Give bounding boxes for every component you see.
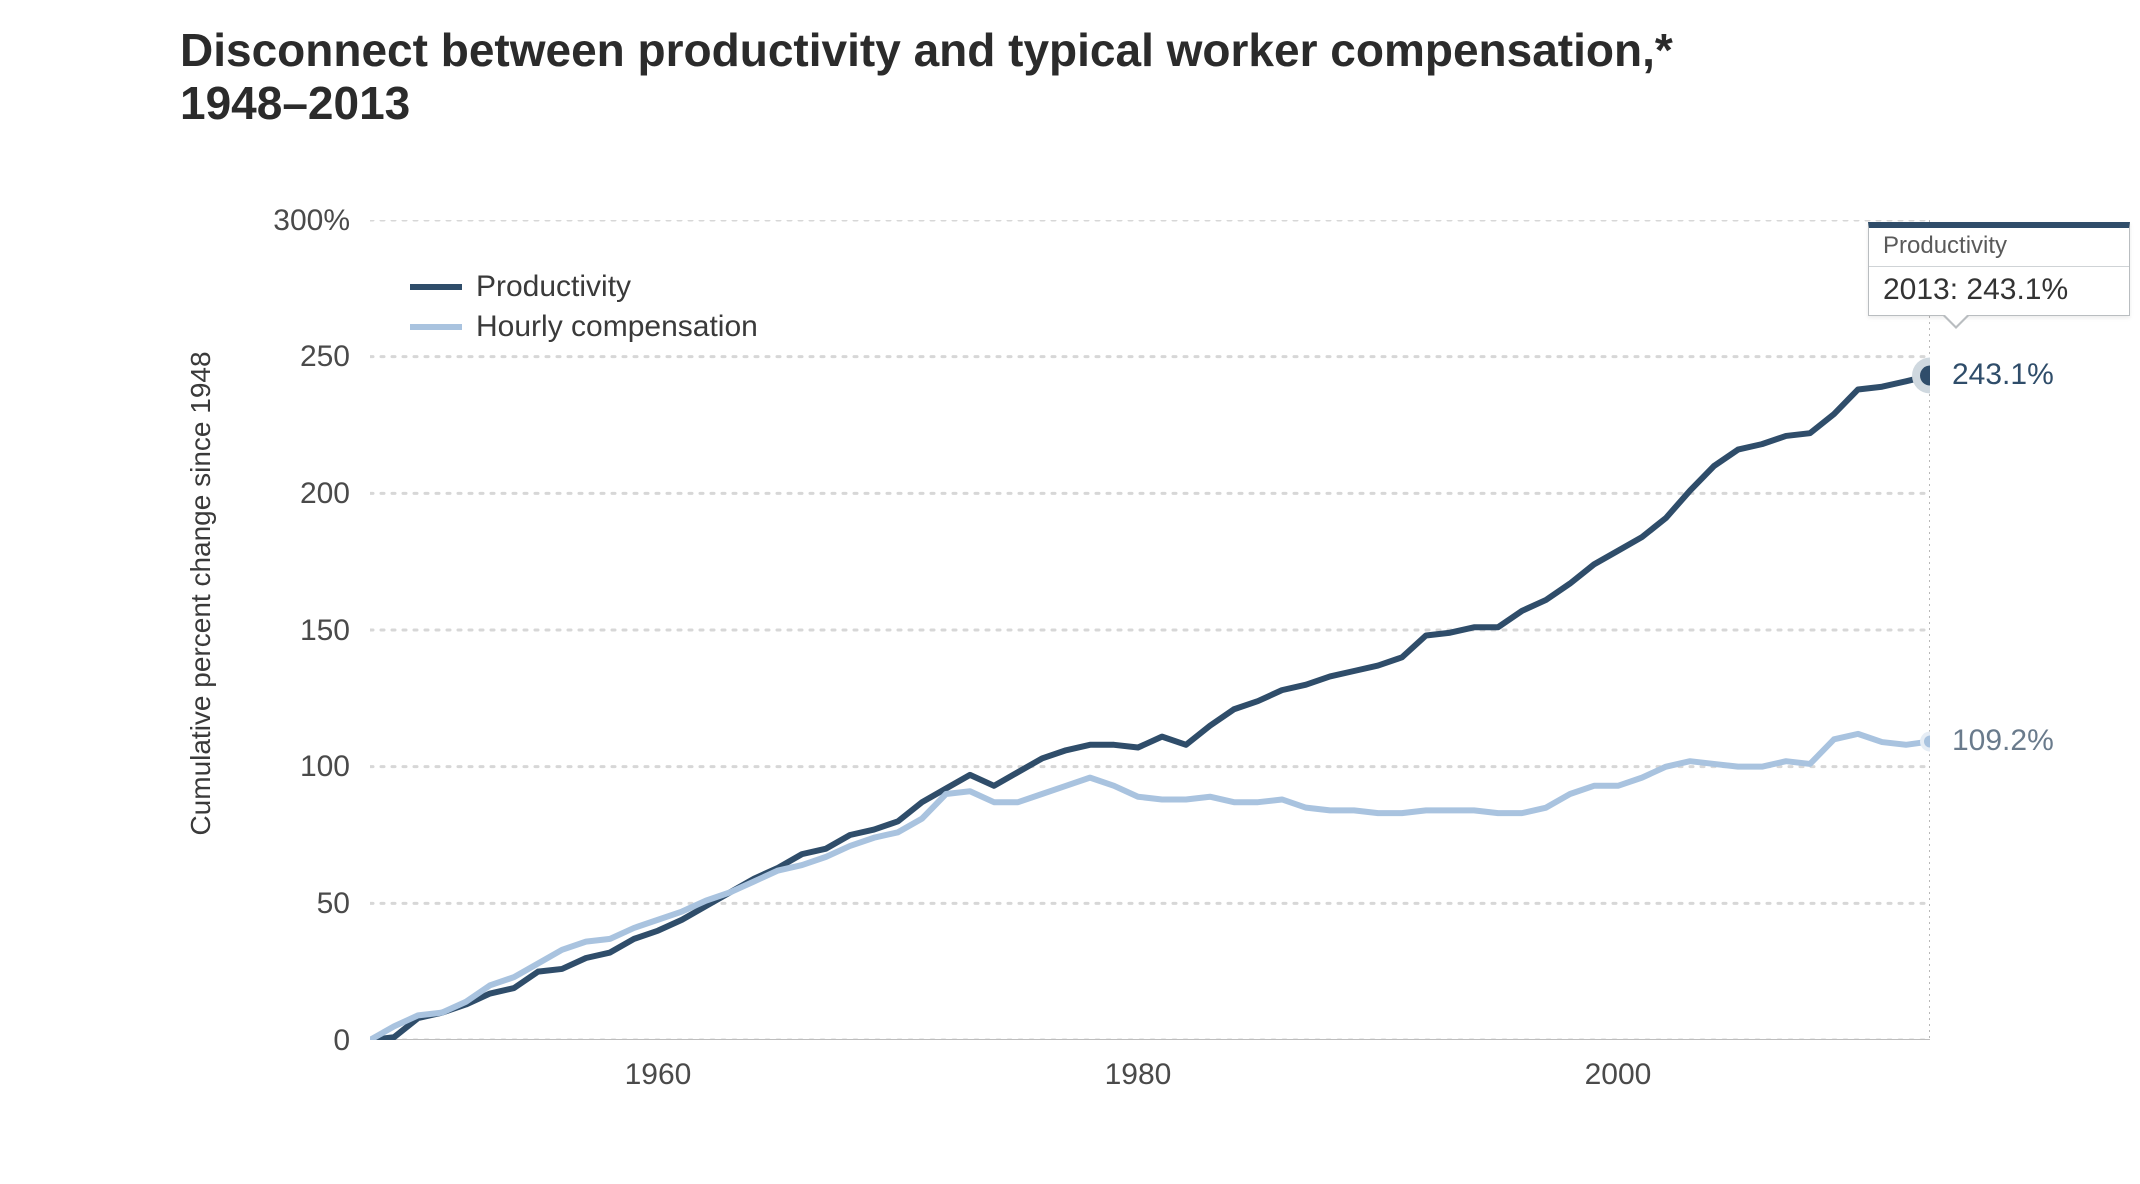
y-tick-label: 300% [240, 204, 350, 238]
tooltip-body: 2013: 243.1% [1869, 267, 2129, 315]
x-tick-label: 1960 [598, 1058, 718, 1092]
tooltip-pointer-fill [1944, 314, 1968, 326]
x-tick-label: 2000 [1558, 1058, 1678, 1092]
legend-swatch [410, 324, 462, 330]
legend: Productivity Hourly compensation [410, 270, 758, 350]
tooltip-header: Productivity [1869, 228, 2129, 267]
chart-title: Disconnect between productivity and typi… [180, 24, 1740, 130]
series-end-label: 243.1% [1952, 358, 2054, 392]
legend-swatch [410, 284, 462, 290]
legend-item: Hourly compensation [410, 310, 758, 344]
legend-label: Productivity [476, 270, 631, 304]
y-tick-label: 250 [240, 340, 350, 374]
legend-item: Productivity [410, 270, 758, 304]
y-tick-label: 100 [240, 750, 350, 784]
y-tick-label: 0 [240, 1024, 350, 1058]
tooltip: Productivity 2013: 243.1% [1868, 222, 2130, 316]
y-axis-title: Cumulative percent change since 1948 [185, 204, 217, 983]
series-end-label: 109.2% [1952, 724, 2054, 758]
y-tick-label: 200 [240, 477, 350, 511]
legend-label: Hourly compensation [476, 310, 758, 344]
y-tick-label: 150 [240, 614, 350, 648]
y-tick-label: 50 [240, 887, 350, 921]
figure: Disconnect between productivity and typi… [0, 0, 2140, 1184]
x-tick-label: 1980 [1078, 1058, 1198, 1092]
